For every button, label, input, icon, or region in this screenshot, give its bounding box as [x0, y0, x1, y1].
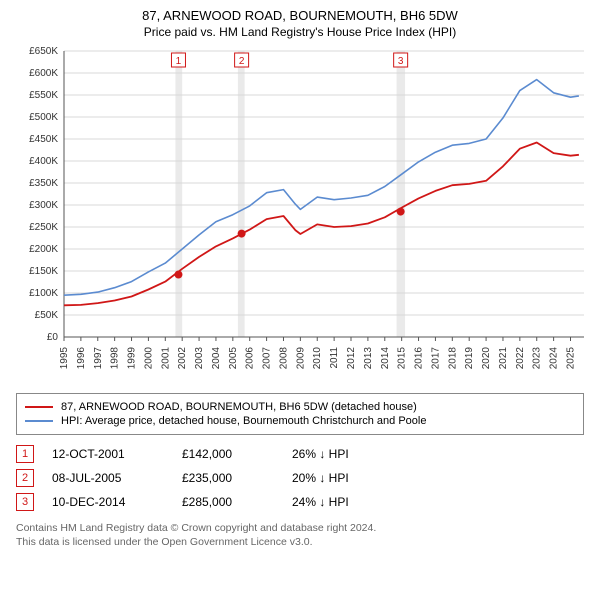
- svg-text:2008: 2008: [278, 347, 289, 370]
- svg-text:£250K: £250K: [29, 222, 58, 233]
- chart-area: £0 £50K £100K £150K £200K £250K £300K £350K £400…: [10, 45, 590, 385]
- svg-text:1995: 1995: [59, 347, 70, 370]
- svg-text:£400K: £400K: [29, 156, 58, 167]
- svg-text:2017: 2017: [430, 347, 441, 370]
- footer-line: This data is licensed under the Open Gov…: [16, 535, 584, 549]
- svg-text:2004: 2004: [211, 347, 222, 370]
- transaction-hpi: 20% ↓ HPI: [292, 471, 349, 485]
- chart-title: 87, ARNEWOOD ROAD, BOURNEMOUTH, BH6 5DW: [10, 8, 590, 23]
- svg-text:2010: 2010: [312, 347, 323, 370]
- svg-text:2009: 2009: [295, 347, 306, 370]
- svg-text:2025: 2025: [565, 347, 576, 370]
- legend-swatch: [25, 406, 53, 408]
- svg-text:2005: 2005: [228, 347, 239, 370]
- svg-text:2003: 2003: [194, 347, 205, 370]
- svg-text:1996: 1996: [76, 347, 87, 370]
- svg-text:2021: 2021: [498, 347, 509, 370]
- svg-text:2020: 2020: [481, 347, 492, 370]
- svg-text:£550K: £550K: [29, 90, 58, 101]
- svg-text:2013: 2013: [363, 347, 374, 370]
- transaction-row: 1 12-OCT-2001 £142,000 26% ↓ HPI: [16, 445, 584, 463]
- legend-swatch: [25, 420, 53, 422]
- svg-text:£600K: £600K: [29, 68, 58, 79]
- svg-text:2007: 2007: [262, 347, 273, 370]
- legend-label: HPI: Average price, detached house, Bour…: [61, 415, 426, 427]
- svg-text:2022: 2022: [515, 347, 526, 370]
- svg-text:2016: 2016: [414, 347, 425, 370]
- svg-text:£450K: £450K: [29, 134, 58, 145]
- svg-text:1: 1: [176, 56, 182, 67]
- footer: Contains HM Land Registry data © Crown c…: [16, 521, 584, 549]
- legend-item: HPI: Average price, detached house, Bour…: [25, 415, 575, 427]
- svg-text:£650K: £650K: [29, 46, 58, 57]
- svg-text:£100K: £100K: [29, 288, 58, 299]
- svg-text:2015: 2015: [397, 347, 408, 370]
- svg-text:£200K: £200K: [29, 244, 58, 255]
- transaction-row: 2 08-JUL-2005 £235,000 20% ↓ HPI: [16, 469, 584, 487]
- transaction-price: £142,000: [182, 447, 292, 461]
- svg-text:1998: 1998: [110, 347, 121, 370]
- transaction-date: 08-JUL-2005: [52, 471, 182, 485]
- chart-container: 87, ARNEWOOD ROAD, BOURNEMOUTH, BH6 5DW …: [0, 0, 600, 555]
- transaction-date: 10-DEC-2014: [52, 495, 182, 509]
- svg-text:3: 3: [398, 56, 404, 67]
- svg-text:2024: 2024: [549, 347, 560, 370]
- transaction-badge: 1: [16, 445, 34, 463]
- transaction-price: £235,000: [182, 471, 292, 485]
- svg-text:1997: 1997: [93, 347, 104, 370]
- svg-text:£350K: £350K: [29, 178, 58, 189]
- transaction-badge: 3: [16, 493, 34, 511]
- svg-text:2012: 2012: [346, 347, 357, 370]
- svg-text:2006: 2006: [245, 347, 256, 370]
- svg-text:2018: 2018: [447, 347, 458, 370]
- svg-text:2000: 2000: [143, 347, 154, 370]
- chart-subtitle: Price paid vs. HM Land Registry's House …: [10, 25, 590, 39]
- transaction-hpi: 26% ↓ HPI: [292, 447, 349, 461]
- svg-text:£150K: £150K: [29, 266, 58, 277]
- svg-text:2011: 2011: [329, 347, 340, 369]
- transaction-date: 12-OCT-2001: [52, 447, 182, 461]
- svg-text:2023: 2023: [532, 347, 543, 370]
- svg-text:2019: 2019: [464, 347, 475, 370]
- svg-text:2014: 2014: [380, 347, 391, 370]
- svg-text:2001: 2001: [160, 347, 171, 370]
- svg-text:£0: £0: [47, 332, 59, 343]
- transaction-row: 3 10-DEC-2014 £285,000 24% ↓ HPI: [16, 493, 584, 511]
- transaction-hpi: 24% ↓ HPI: [292, 495, 349, 509]
- legend: 87, ARNEWOOD ROAD, BOURNEMOUTH, BH6 5DW …: [16, 393, 584, 435]
- svg-text:2002: 2002: [177, 347, 188, 370]
- transaction-price: £285,000: [182, 495, 292, 509]
- svg-text:£300K: £300K: [29, 200, 58, 211]
- transaction-list: 1 12-OCT-2001 £142,000 26% ↓ HPI 2 08-JU…: [16, 445, 584, 511]
- transaction-badge: 2: [16, 469, 34, 487]
- svg-text:2: 2: [239, 56, 245, 67]
- legend-label: 87, ARNEWOOD ROAD, BOURNEMOUTH, BH6 5DW …: [61, 401, 417, 413]
- svg-text:£500K: £500K: [29, 112, 58, 123]
- svg-text:1999: 1999: [127, 347, 138, 370]
- line-chart-svg: £0 £50K £100K £150K £200K £250K £300K £350K £400…: [10, 45, 590, 385]
- legend-item: 87, ARNEWOOD ROAD, BOURNEMOUTH, BH6 5DW …: [25, 401, 575, 413]
- svg-text:£50K: £50K: [35, 310, 59, 321]
- footer-line: Contains HM Land Registry data © Crown c…: [16, 521, 584, 535]
